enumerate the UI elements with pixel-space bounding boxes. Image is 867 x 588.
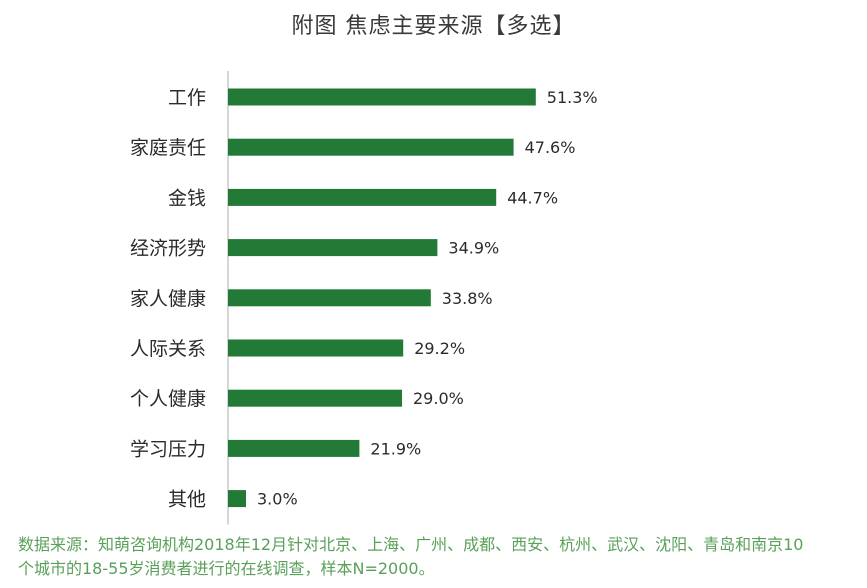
category-label: 金钱 — [168, 187, 206, 209]
data-label: 51.3% — [547, 88, 598, 107]
bar — [228, 289, 431, 307]
data-label: 33.8% — [442, 289, 493, 308]
data-label: 47.6% — [525, 138, 576, 157]
data-label: 29.0% — [413, 389, 464, 408]
bar — [228, 490, 246, 508]
bar — [228, 239, 438, 257]
data-label: 3.0% — [257, 490, 298, 509]
source-note-line-2: 个城市的18-55岁消费者进行的在线调查，样本N=2000。 — [18, 559, 435, 578]
bar-chart: 工作 51.3% 家庭责任 47.6% 金钱 44.7% 经济形势 34.9% 家人健康 33.8… — [130, 71, 598, 525]
category-label: 其他 — [168, 489, 206, 511]
bar — [228, 138, 514, 156]
source-note-line-1: 数据来源：知萌咨询机构2018年12月针对北京、上海、广州、成都、西安、杭州、武… — [18, 535, 804, 554]
category-label: 学习压力 — [130, 438, 206, 460]
data-label: 44.7% — [507, 188, 558, 207]
category-label: 个人健康 — [130, 388, 206, 410]
bar — [228, 88, 536, 106]
category-label: 人际关系 — [130, 338, 206, 360]
data-label: 34.9% — [448, 239, 499, 258]
category-label: 家人健康 — [130, 288, 206, 310]
bar — [228, 339, 404, 357]
bar — [228, 188, 497, 206]
bar — [228, 389, 402, 407]
data-label: 29.2% — [414, 339, 465, 358]
chart-title: 附图 焦虑主要来源【多选】 — [291, 14, 576, 39]
category-label: 经济形势 — [130, 238, 206, 260]
category-label: 工作 — [168, 87, 206, 109]
data-label: 21.9% — [370, 439, 421, 458]
bar — [228, 439, 360, 457]
source-note: 数据来源：知萌咨询机构2018年12月针对北京、上海、广州、成都、西安、杭州、武… — [18, 533, 858, 581]
category-label: 家庭责任 — [130, 137, 206, 159]
